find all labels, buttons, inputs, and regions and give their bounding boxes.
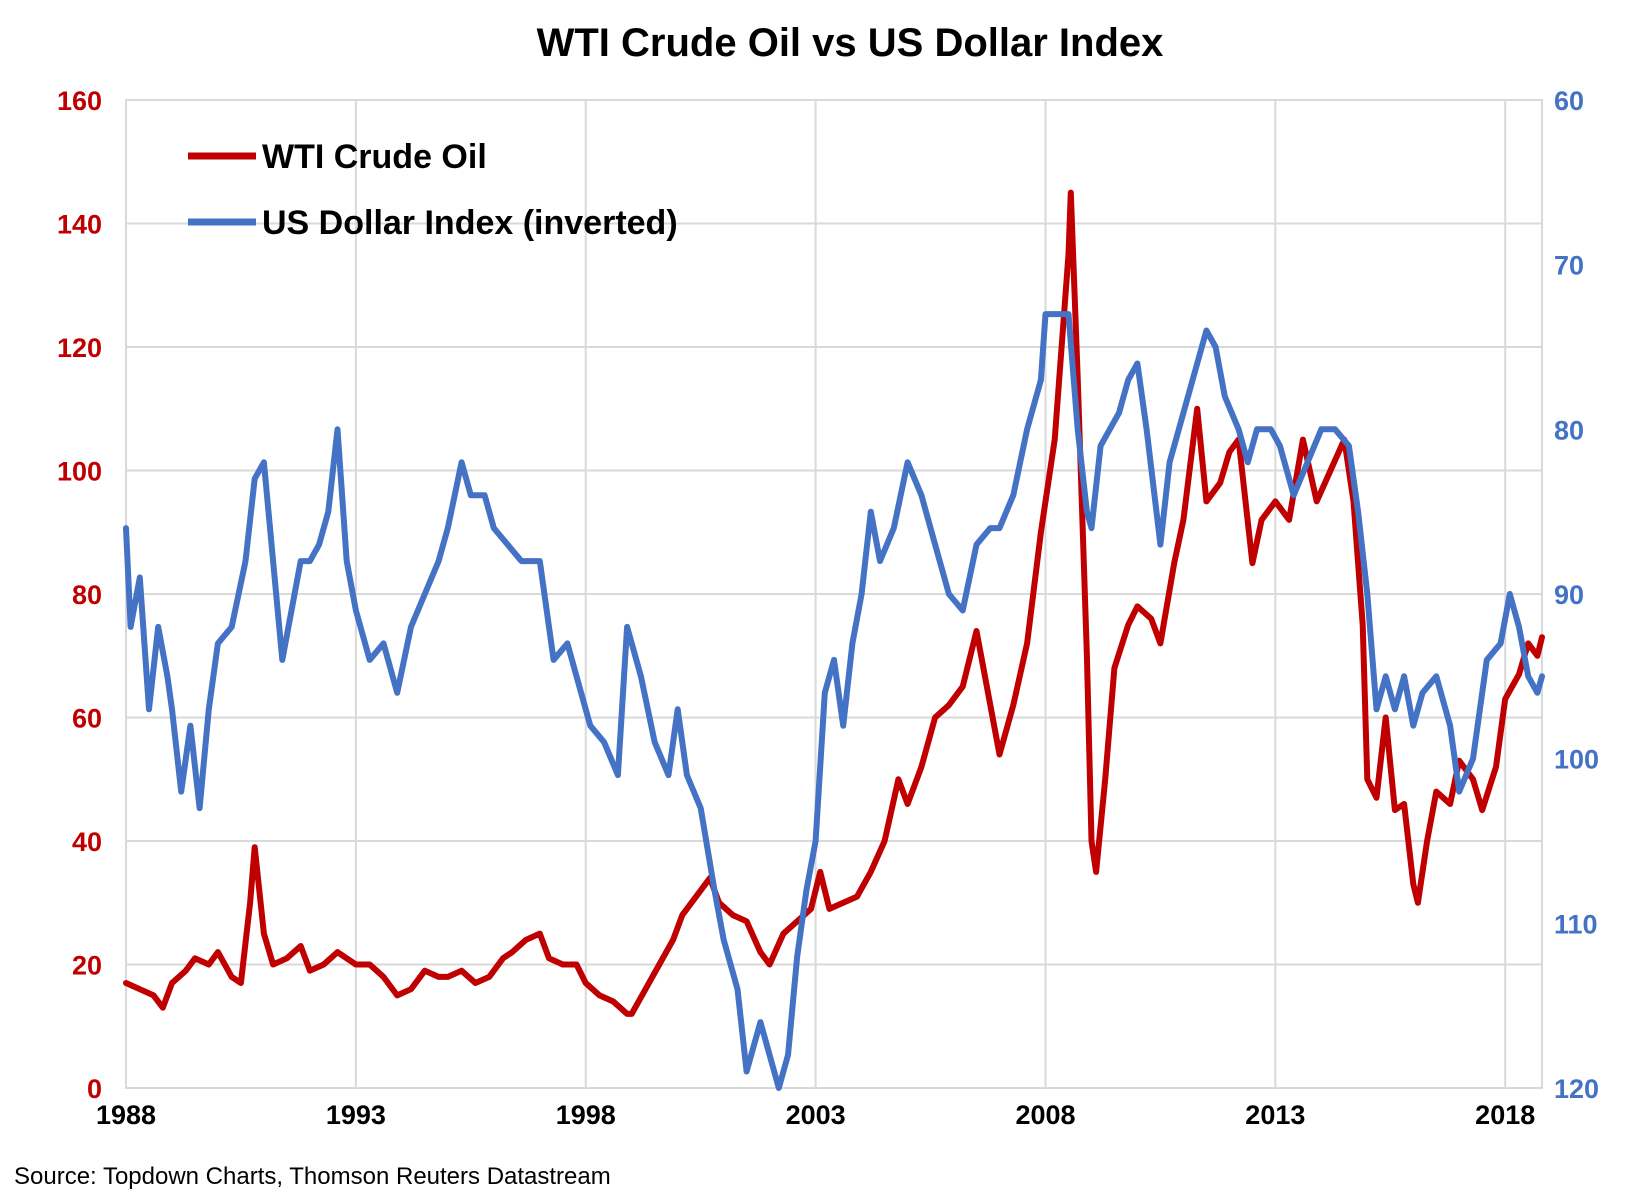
chart-title: WTI Crude Oil vs US Dollar Index [537, 21, 1164, 65]
legend-label-dxy: US Dollar Index (inverted) [262, 204, 678, 242]
right-tick-label: 120 [1554, 1074, 1599, 1104]
series-layer [123, 189, 1545, 1091]
x-tick-label: 2013 [1245, 1100, 1305, 1130]
right-tick-label: 100 [1554, 745, 1599, 775]
right-tick-label: 80 [1554, 415, 1584, 445]
x-tick-label: 1993 [326, 1100, 386, 1130]
plot-area [125, 99, 1543, 1089]
legend: WTI Crude Oil US Dollar Index (inverted) [188, 138, 678, 242]
left-tick-label: 120 [57, 333, 102, 363]
left-tick-label: 0 [87, 1074, 102, 1104]
x-tick-label: 2008 [1015, 1100, 1075, 1130]
x-axis: 1988 1993 1998 2003 2008 2013 2018 [96, 1100, 1535, 1130]
left-tick-label: 40 [72, 827, 102, 857]
x-tick-label: 1998 [556, 1100, 616, 1130]
right-tick-label: 70 [1554, 251, 1584, 281]
right-tick-label: 110 [1554, 909, 1598, 939]
left-axis: 0 20 40 60 80 100 120 140 160 [57, 86, 102, 1104]
left-tick-label: 60 [72, 704, 102, 734]
x-tick-label: 2003 [786, 1100, 846, 1130]
right-tick-label: 60 [1554, 86, 1584, 116]
left-tick-label: 100 [57, 457, 102, 487]
series-line-wti [123, 189, 1545, 1017]
series-line-dxy [123, 311, 1545, 1091]
right-tick-label: 90 [1554, 580, 1584, 610]
grid [125, 99, 1542, 1089]
left-tick-label: 160 [57, 86, 102, 116]
legend-label-wti: WTI Crude Oil [262, 138, 487, 176]
right-axis: 60 70 80 90 100 110 120 [1554, 86, 1599, 1104]
x-tick-label: 2018 [1475, 1100, 1535, 1130]
left-tick-label: 20 [72, 951, 102, 981]
source-note: Source: Topdown Charts, Thomson Reuters … [14, 1163, 611, 1190]
left-tick-label: 140 [57, 210, 102, 240]
x-tick-label: 1988 [96, 1100, 156, 1130]
left-tick-label: 80 [72, 580, 102, 610]
